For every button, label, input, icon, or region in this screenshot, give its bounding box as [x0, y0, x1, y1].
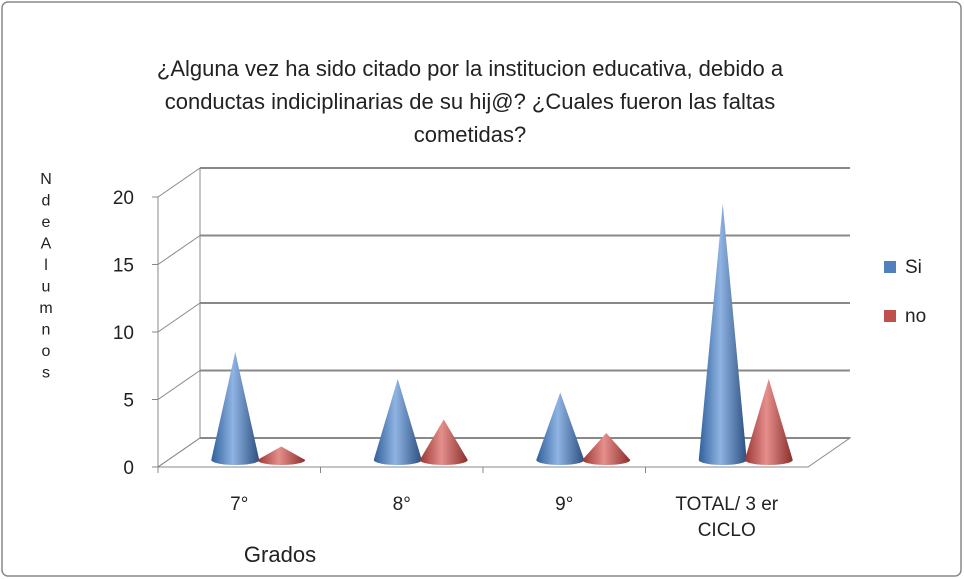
legend-label: no [905, 306, 926, 327]
x-tick-label: 7° [230, 494, 249, 515]
side-grid-line [157, 167, 201, 198]
y-tick-label: 5 [123, 391, 134, 412]
cone [698, 203, 747, 465]
side-grid-line [157, 235, 201, 265]
legend-label: Si [905, 257, 922, 278]
side-grid-line [157, 437, 201, 468]
y-tick-label: 15 [113, 256, 134, 277]
cone [582, 433, 631, 465]
x-axis-label: Grados [244, 542, 316, 567]
cone [257, 446, 306, 465]
x-tick-label: 9° [555, 494, 574, 515]
side-grid-line [157, 302, 201, 333]
chart-title: cometidas? [414, 122, 527, 147]
cone [536, 392, 585, 465]
cone [211, 352, 260, 465]
x-tick-label: 8° [392, 494, 411, 515]
y-tick-label: 10 [113, 323, 134, 344]
chart-title: ¿Alguna vez ha sido citado por la instit… [157, 56, 784, 81]
y-tick-label: 20 [113, 188, 134, 209]
cone [744, 379, 793, 465]
cone [373, 379, 422, 465]
legend-swatch [884, 261, 896, 273]
legend-swatch [884, 310, 896, 322]
cone [419, 419, 468, 465]
chart-title: conductas indiciplinarias de su hij@? ¿C… [165, 89, 776, 114]
side-grid-line [157, 370, 201, 400]
y-tick-label: 0 [123, 458, 134, 479]
x-tick-label: TOTAL/ 3 er CICLO [675, 494, 779, 541]
